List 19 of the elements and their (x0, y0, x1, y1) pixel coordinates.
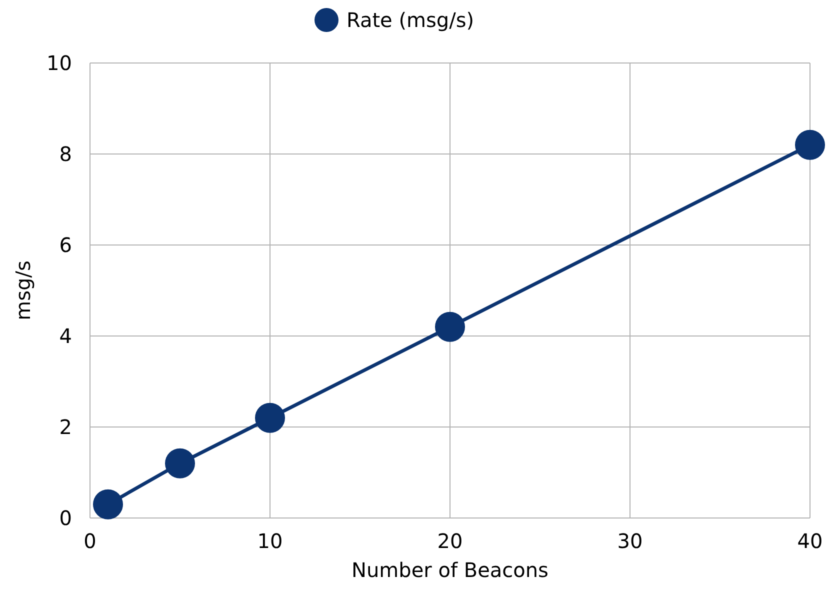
x-axis-title: Number of Beacons (352, 558, 548, 582)
legend-label: Rate (msg/s) (346, 8, 474, 32)
y-tick-label: 10 (46, 51, 72, 75)
y-axis-title: msg/s (11, 260, 35, 320)
y-tick-label: 6 (59, 233, 72, 257)
x-tick-label: 30 (617, 529, 643, 553)
point (93, 489, 123, 520)
point (795, 130, 825, 160)
y-tick-label: 8 (59, 142, 72, 166)
x-tick-label: 40 (797, 529, 823, 553)
x-tick-label: 10 (257, 529, 283, 553)
y-tick-label: 2 (59, 415, 72, 439)
point (435, 312, 465, 342)
y-tick-label: 0 (59, 506, 72, 530)
x-tick-label: 0 (84, 529, 96, 553)
point (165, 448, 195, 478)
point (255, 402, 285, 433)
y-tick-label: 4 (59, 324, 72, 348)
x-tick-label: 20 (437, 529, 463, 553)
